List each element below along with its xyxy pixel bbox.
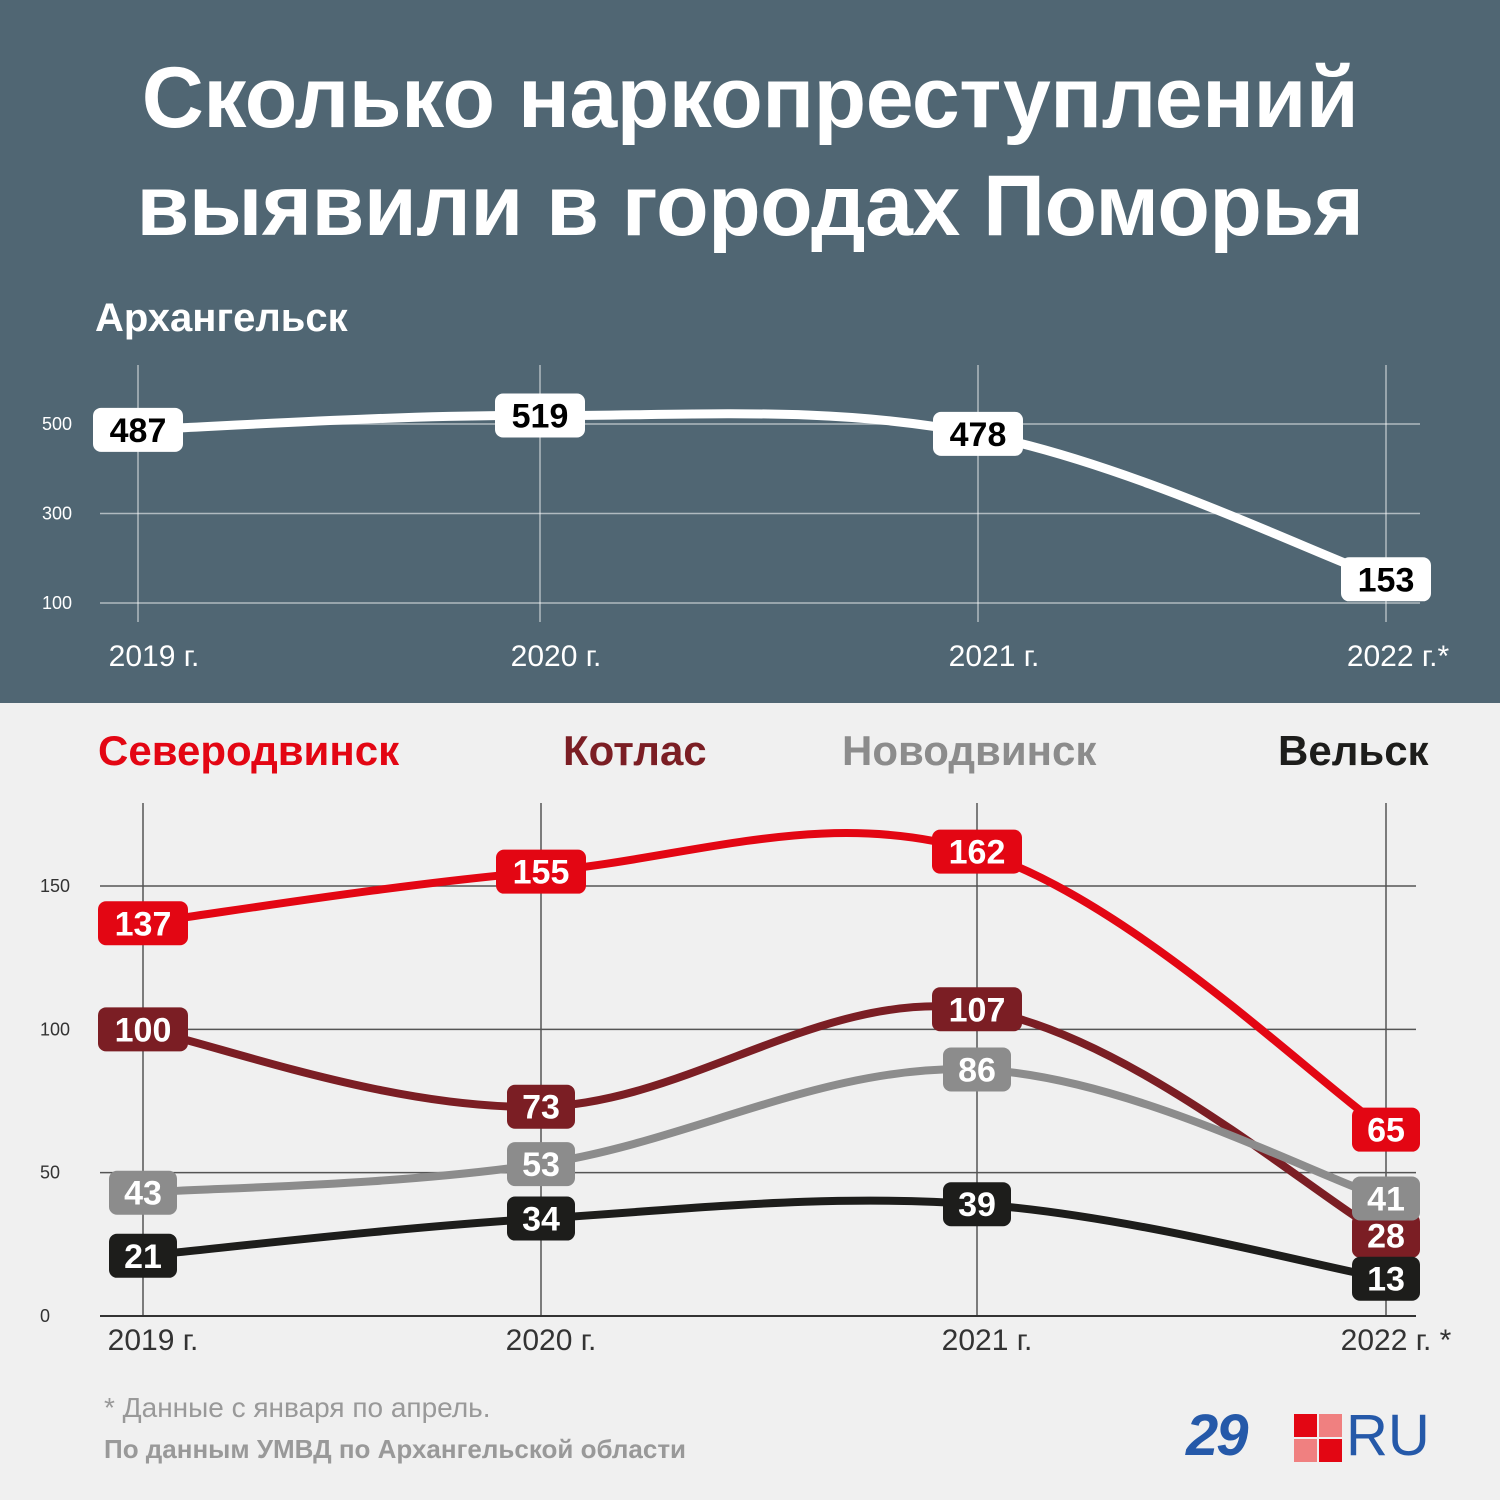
data-label-box [98, 901, 188, 946]
arkhangelsk-line-chart: 100 300 500 2019 г. 2020 г. 2021 г. 2022 г.* 48… [42, 365, 1450, 673]
legend-severodvinsk: Северодвинск [98, 727, 400, 774]
data-label: 73 [507, 1084, 575, 1129]
data-label: 107 [932, 987, 1022, 1032]
title-line-1: Сколько наркопреступлений [141, 50, 1359, 146]
data-label: 39 [943, 1182, 1011, 1227]
data-label: 41 [1352, 1176, 1420, 1221]
y-tick-label: 0 [40, 1306, 50, 1326]
x-tick-label: 2021 г. [942, 1324, 1033, 1357]
logo-squares-icon [1294, 1414, 1342, 1462]
data-label-box [109, 1170, 177, 1215]
data-label-box [943, 1047, 1011, 1092]
data-label-text: 21 [124, 1238, 162, 1276]
data-label: 100 [98, 1007, 188, 1052]
series-line [133, 409, 1391, 584]
legend-novodvinsk: Новодвинск [842, 727, 1097, 774]
footnote: * Данные с января по апрель. [104, 1392, 491, 1423]
top-panel [0, 0, 1500, 703]
series-line [139, 1002, 1390, 1240]
data-label-box [1352, 1256, 1420, 1301]
data-label-text: 487 [110, 412, 167, 450]
data-label: 65 [1352, 1107, 1420, 1152]
data-label-text: 86 [958, 1051, 996, 1089]
data-label-text: 53 [522, 1146, 560, 1184]
x-tick-label: 2020 г. [511, 640, 602, 673]
y-tick-label: 50 [40, 1163, 60, 1183]
data-label: 519 [495, 393, 585, 438]
data-label-text: 28 [1367, 1218, 1405, 1256]
arkhangelsk-chart-title: Архангельск [95, 296, 348, 340]
data-label: 86 [943, 1047, 1011, 1092]
data-label-box [507, 1084, 575, 1129]
data-label-text: 13 [1367, 1261, 1405, 1299]
data-label-box [932, 987, 1022, 1032]
y-tick-label: 150 [40, 876, 70, 896]
logo-suffix: RU [1346, 1403, 1430, 1468]
data-label-box [93, 407, 183, 452]
data-label-text: 162 [949, 834, 1006, 872]
data-label: 53 [507, 1142, 575, 1187]
data-label-text: 100 [115, 1011, 172, 1049]
data-label-text: 65 [1367, 1112, 1405, 1150]
data-label-box [109, 1233, 177, 1278]
title-line-2: выявили в городах Поморья [136, 158, 1364, 254]
data-label-text: 155 [513, 854, 570, 892]
source-note: По данным УМВД по Архангельской области [104, 1434, 687, 1464]
data-label: 21 [109, 1233, 177, 1278]
data-label-box [496, 849, 586, 894]
data-label-box [943, 1182, 1011, 1227]
x-tick-label: 2022 г. * [1341, 1324, 1452, 1357]
data-label-text: 107 [949, 991, 1006, 1029]
data-label: 137 [98, 901, 188, 946]
data-label: 34 [507, 1196, 575, 1241]
data-label-box [507, 1142, 575, 1187]
data-label-box [495, 393, 585, 438]
data-label: 28 [1352, 1213, 1420, 1258]
data-label-text: 519 [512, 397, 569, 435]
data-label: 155 [496, 849, 586, 894]
bottom-panel [0, 703, 1500, 1500]
page-title: Сколько наркопреступлений выявили в горо… [0, 44, 1500, 260]
data-label-text: 153 [1358, 561, 1415, 599]
data-label-box [1341, 557, 1431, 602]
data-label-box [507, 1196, 575, 1241]
y-tick-label: 100 [42, 593, 72, 613]
data-label: 153 [1341, 557, 1431, 602]
data-label: 487 [93, 407, 183, 452]
data-label-box [933, 411, 1023, 456]
data-label-box [1352, 1176, 1420, 1221]
data-label-text: 39 [958, 1186, 996, 1224]
data-label-box [1352, 1107, 1420, 1152]
data-label: 43 [109, 1170, 177, 1215]
data-label-box [98, 1007, 188, 1052]
series-line [139, 1196, 1390, 1283]
x-tick-label: 2019 г. [108, 1324, 199, 1357]
data-label-text: 41 [1367, 1180, 1405, 1218]
data-label-text: 478 [950, 416, 1007, 454]
data-label-box [932, 829, 1022, 874]
legend-velsk: Вельск [1278, 727, 1429, 774]
data-label-box [1352, 1213, 1420, 1258]
x-tick-label: 2022 г.* [1347, 640, 1450, 673]
series-line [139, 1065, 1390, 1203]
legend-kotlas: Котлас [563, 727, 707, 774]
series-line [139, 829, 1390, 1134]
data-label-text: 73 [522, 1089, 560, 1127]
data-label-text: 43 [124, 1175, 162, 1213]
data-label: 162 [932, 829, 1022, 874]
x-tick-label: 2021 г. [949, 640, 1040, 673]
data-label: 13 [1352, 1256, 1420, 1301]
y-tick-label: 500 [42, 414, 72, 434]
y-tick-label: 100 [40, 1019, 70, 1039]
data-label: 478 [933, 411, 1023, 456]
x-tick-label: 2019 г. [109, 640, 200, 673]
data-label-text: 137 [115, 905, 172, 943]
logo-number: 29 [1186, 1403, 1248, 1468]
data-label-text: 34 [522, 1201, 560, 1239]
x-tick-label: 2020 г. [506, 1324, 597, 1357]
y-tick-label: 300 [42, 504, 72, 524]
